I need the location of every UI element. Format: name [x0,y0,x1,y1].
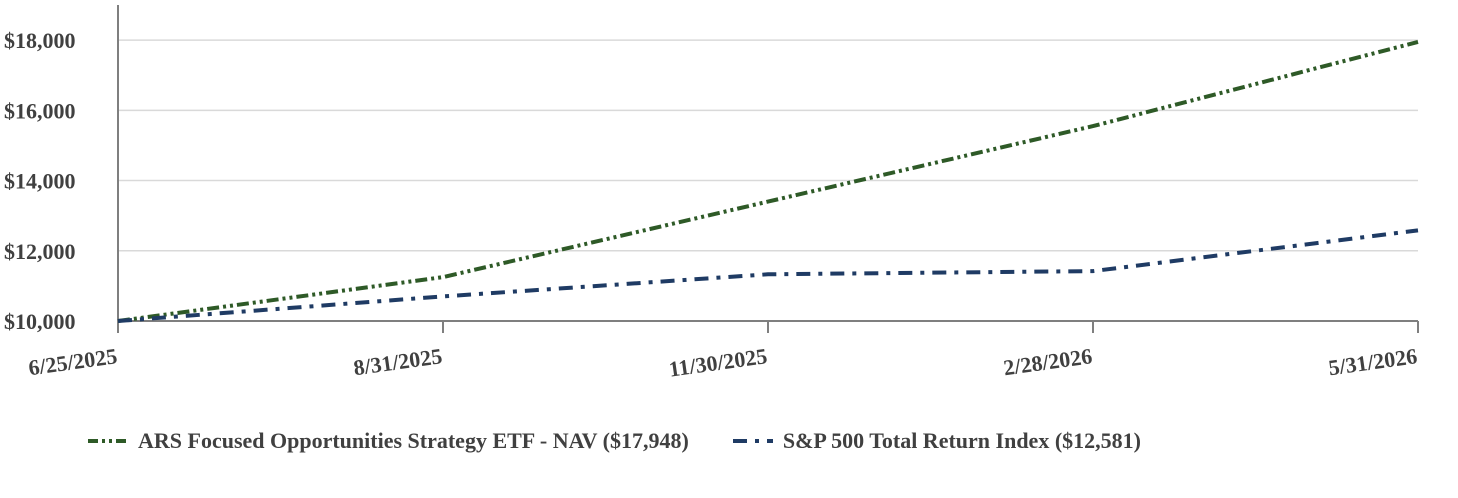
line-chart: $10,000 $12,000 $14,000 $16,000 $18,000 6/25/… [4,5,1419,382]
legend-label-ars-etf: ARS Focused Opportunities Strategy ETF -… [138,428,689,453]
x-tick-label: 8/31/2025 [352,343,444,380]
y-tick-label: $10,000 [4,309,76,334]
x-tick-label: 5/31/2026 [1327,343,1419,380]
series-line-ars-etf [117,39,1419,323]
y-tick-label: $18,000 [4,28,76,53]
legend: ARS Focused Opportunities Strategy ETF -… [88,424,1185,458]
legend-swatch-ars-etf [88,437,128,445]
legend-swatch-sp500 [732,437,773,445]
x-tick-label: 2/28/2026 [1002,343,1094,380]
y-tick-label: $16,000 [4,98,76,123]
x-tick-label: 6/25/2025 [27,343,119,380]
legend-item-sp500: S&P 500 Total Return Index ($12,581) [732,428,1141,454]
legend-label-sp500: S&P 500 Total Return Index ($12,581) [782,428,1141,453]
y-tick-label: $12,000 [4,239,76,264]
legend-item-ars-etf: ARS Focused Opportunities Strategy ETF -… [88,428,689,454]
series-line-sp500 [117,228,1419,323]
y-tick-label: $14,000 [4,169,76,194]
x-tick-label: 11/30/2025 [667,343,769,382]
